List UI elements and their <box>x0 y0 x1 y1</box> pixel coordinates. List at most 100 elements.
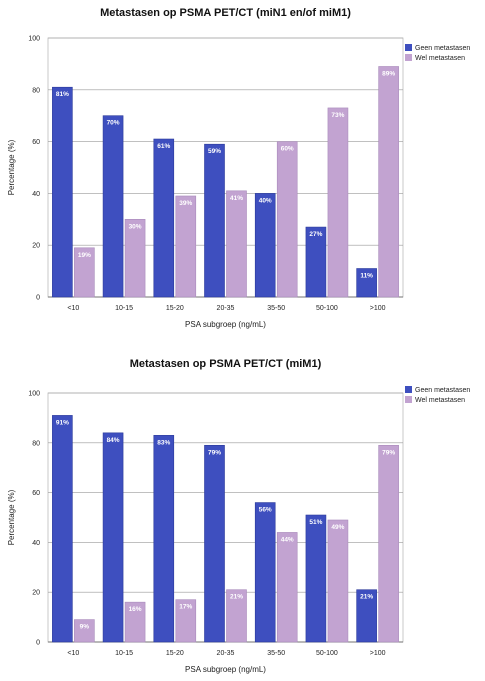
bar-geen-3 <box>204 444 225 643</box>
plot-area <box>47 37 404 298</box>
bar-geen-2 <box>153 138 175 298</box>
bar-geen-1 <box>102 432 124 643</box>
y-tick-label: 40 <box>32 191 40 198</box>
y-tick-label: 80 <box>32 87 40 94</box>
legend-swatch-geen <box>405 44 412 51</box>
bar-data-label: 51% <box>309 519 322 526</box>
bar-data-label: 91% <box>56 419 69 426</box>
bar-data-label: 70% <box>107 120 120 127</box>
bar-data-label: 83% <box>157 439 170 446</box>
chart-title: Metastasen op PSMA PET/CT (miM1) <box>130 358 322 370</box>
y-tick-label: 20 <box>32 590 40 597</box>
y-tick-label: 60 <box>32 490 40 497</box>
bar-geen-3 <box>204 143 225 298</box>
bar-data-label: 81% <box>56 91 69 98</box>
x-tick-label: 50-100 <box>316 305 338 312</box>
bar-wel-0 <box>74 619 95 643</box>
x-tick-label: 35-50 <box>267 305 285 312</box>
bar-wel-0 <box>74 247 95 298</box>
y-tick-label: 100 <box>28 36 40 43</box>
bar-wel-6 <box>378 66 399 298</box>
bar-data-label: 21% <box>360 594 373 601</box>
bar-geen-6 <box>356 589 377 643</box>
bar-wel-1 <box>124 219 146 298</box>
bar-data-label: 79% <box>382 449 395 456</box>
bar-data-label: 9% <box>80 624 90 631</box>
x-tick-label: >100 <box>370 650 386 657</box>
x-tick-label: 20-35 <box>217 650 235 657</box>
x-tick-label: 15-20 <box>166 305 184 312</box>
y-tick-label: 20 <box>32 243 40 250</box>
bar-wel-5 <box>327 519 349 643</box>
legend-label: Geen metastasen <box>415 387 470 394</box>
bar-data-label: 30% <box>129 223 142 230</box>
legend-swatch-geen <box>405 386 412 393</box>
bar-data-label: 11% <box>360 273 373 280</box>
bar-geen-6 <box>356 268 377 298</box>
y-axis-label: Percentage (%) <box>7 489 16 545</box>
y-tick-label: 80 <box>32 440 40 447</box>
legend-label: Geen metastasen <box>415 45 470 52</box>
bar-geen-1 <box>102 115 124 298</box>
y-tick-label: 0 <box>36 295 40 302</box>
bar-geen-5 <box>305 514 327 643</box>
x-tick-label: <10 <box>67 305 79 312</box>
chart-svg: Metastasen op PSMA PET/CT (miN1 en/of mi… <box>7 7 470 329</box>
bar-data-label: 84% <box>107 437 120 444</box>
x-tick-label: 15-20 <box>166 650 184 657</box>
bar-wel-5 <box>327 107 349 298</box>
bar-data-label: 19% <box>78 252 91 259</box>
x-tick-label: >100 <box>370 305 386 312</box>
bar-data-label: 21% <box>230 594 243 601</box>
bar-data-label: 61% <box>157 143 170 150</box>
bar-data-label: 59% <box>208 148 221 155</box>
bar-geen-4 <box>254 193 276 298</box>
bar-geen-2 <box>153 435 175 643</box>
bar-data-label: 56% <box>259 507 272 514</box>
x-tick-label: <10 <box>67 650 79 657</box>
bar-data-label: 73% <box>331 112 344 119</box>
bar-geen-5 <box>305 226 327 298</box>
bar-data-label: 16% <box>129 606 142 613</box>
bar-geen-0 <box>52 86 73 298</box>
bar-geen-0 <box>52 415 73 643</box>
bar-data-label: 44% <box>281 536 294 543</box>
bar-data-label: 41% <box>230 195 243 202</box>
bar-wel-3 <box>226 589 247 643</box>
x-tick-label: 20-35 <box>217 305 235 312</box>
chart-metastasen-min1-mim1: Metastasen op PSMA PET/CT (miN1 en/of mi… <box>0 0 485 340</box>
bar-wel-2 <box>175 599 197 643</box>
bar-wel-4 <box>276 141 298 298</box>
bar-data-label: 60% <box>281 146 294 153</box>
y-tick-label: 40 <box>32 540 40 547</box>
legend-label: Wel metastasen <box>415 55 465 62</box>
legend-swatch-wel <box>405 396 412 403</box>
bar-wel-6 <box>378 444 399 643</box>
x-tick-label: 35-50 <box>267 650 285 657</box>
bar-geen-4 <box>254 502 276 643</box>
x-axis-label: PSA subgroep (ng/mL) <box>185 665 266 674</box>
bar-data-label: 89% <box>382 70 395 77</box>
bar-data-label: 39% <box>179 200 192 207</box>
bar-data-label: 40% <box>259 197 272 204</box>
y-axis-label: Percentage (%) <box>7 139 16 195</box>
chart-title: Metastasen op PSMA PET/CT (miN1 en/of mi… <box>100 7 351 19</box>
y-tick-label: 100 <box>28 391 40 398</box>
x-tick-label: 10-15 <box>115 650 133 657</box>
bar-data-label: 17% <box>179 604 192 611</box>
x-tick-label: 50-100 <box>316 650 338 657</box>
bar-wel-2 <box>175 195 197 298</box>
bar-wel-4 <box>276 532 298 643</box>
legend-swatch-wel <box>405 54 412 61</box>
bar-data-label: 49% <box>331 524 344 531</box>
bar-wel-3 <box>226 190 247 298</box>
y-tick-label: 60 <box>32 139 40 146</box>
x-axis-label: PSA subgroep (ng/mL) <box>185 320 266 329</box>
legend-label: Wel metastasen <box>415 397 465 404</box>
bar-wel-1 <box>124 601 146 643</box>
plot-area <box>47 392 404 643</box>
chart-svg: Metastasen op PSMA PET/CT (miM1) 0 20 40 60 8… <box>7 358 470 674</box>
x-tick-label: 10-15 <box>115 305 133 312</box>
chart-metastasen-mim1: Metastasen op PSMA PET/CT (miM1) 0 20 40 60 8… <box>0 345 485 681</box>
bar-data-label: 79% <box>208 449 221 456</box>
